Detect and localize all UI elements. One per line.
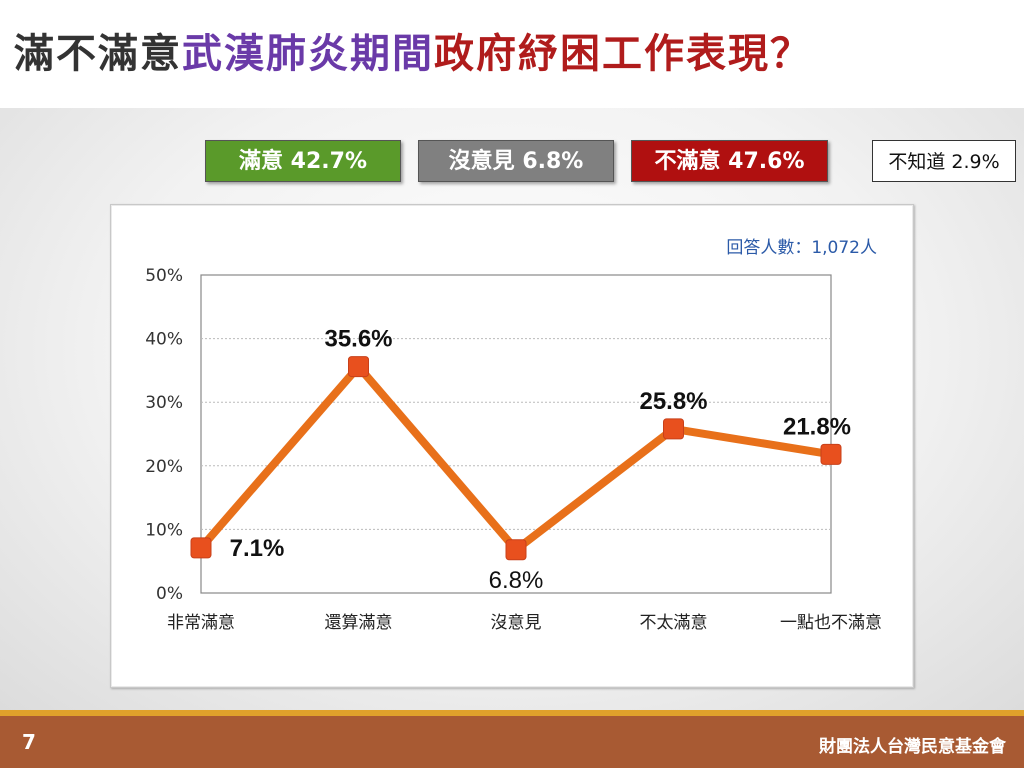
summary-satisfied: 滿意 42.7% xyxy=(205,140,401,182)
y-tick-label: 40% xyxy=(145,330,183,350)
organization-name: 財團法人台灣民意基金會 xyxy=(819,737,1006,757)
respondent-count: 回答人數：1,072人 xyxy=(726,238,877,258)
y-tick-label: 30% xyxy=(145,393,183,413)
data-label: 25.8% xyxy=(639,388,707,415)
summary-dont-know: 不知道 2.9% xyxy=(872,140,1016,182)
page-title: 滿不滿意武漢肺炎期間政府紓困工作表現？ xyxy=(14,24,812,84)
title-part-3: 政府紓困工作表現？ xyxy=(434,31,812,77)
footer-bar: 7 財團法人台灣民意基金會 xyxy=(0,716,1024,768)
title-part-1: 滿不滿意 xyxy=(14,31,182,77)
y-tick-label: 20% xyxy=(145,457,183,477)
data-point-marker xyxy=(505,539,527,561)
x-category-label: 一點也不滿意 xyxy=(780,613,882,633)
data-label: 6.8% xyxy=(489,567,544,594)
data-label: 35.6% xyxy=(324,326,392,353)
summary-dissatisfied: 不滿意 47.6% xyxy=(631,140,828,182)
y-tick-label: 0% xyxy=(156,584,183,604)
data-point-marker xyxy=(190,537,212,559)
x-category-label: 非常滿意 xyxy=(167,613,235,633)
page-number: 7 xyxy=(22,730,36,754)
summary-no-opinion: 沒意見 6.8% xyxy=(418,140,614,182)
x-category-label: 沒意見 xyxy=(491,613,542,633)
data-label: 21.8% xyxy=(783,413,851,440)
data-point-marker xyxy=(820,443,842,465)
line-chart: 0% 10% 20% 30% 40% 50% 非常滿意 還算滿意 沒意見 不太滿意 一點也不滿意 7.… xyxy=(145,266,882,633)
chart-frame: 回答人數：1,072人 0% 10% 20% 30% 40% 50% 非常滿意 還算滿意 沒意見… xyxy=(110,204,914,688)
footer-accent-line xyxy=(0,710,1024,716)
data-point-marker xyxy=(663,418,684,440)
data-label: 7.1% xyxy=(230,535,285,562)
data-point-marker xyxy=(348,356,369,378)
title-part-2: 武漢肺炎期間 xyxy=(182,31,434,77)
y-tick-label: 10% xyxy=(145,520,183,540)
y-tick-label: 50% xyxy=(145,266,183,286)
x-category-label: 不太滿意 xyxy=(640,613,708,633)
x-category-label: 還算滿意 xyxy=(325,613,393,633)
